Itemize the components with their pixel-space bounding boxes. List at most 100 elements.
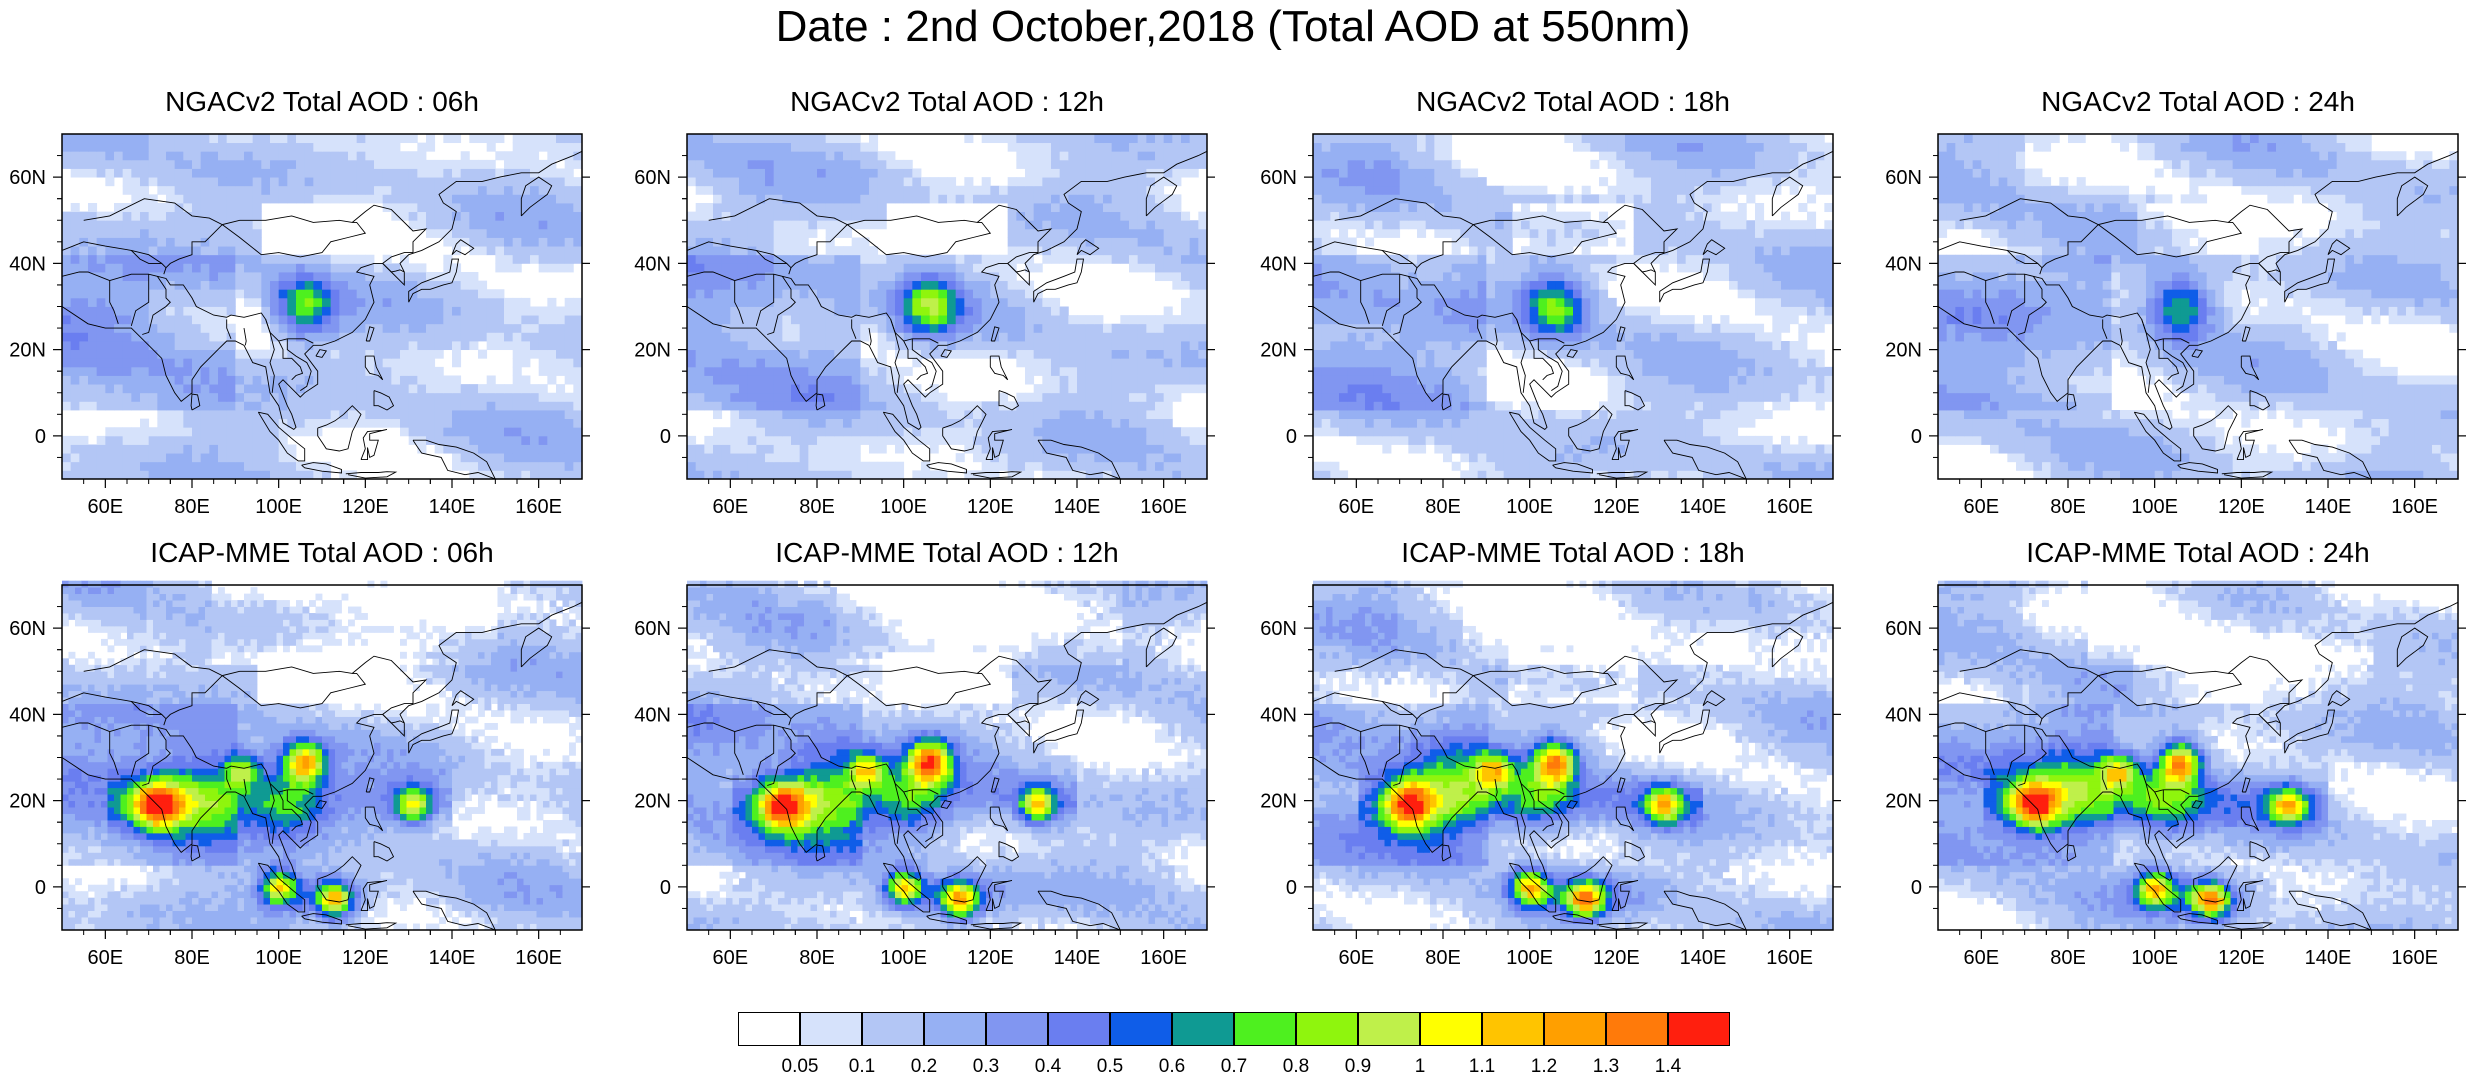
y-tick-label: 0 <box>1911 877 1922 899</box>
y-tick-label: 0 <box>1286 877 1297 899</box>
x-tick-label: 60E <box>1339 496 1375 518</box>
y-tick-label: 60N <box>9 618 46 640</box>
x-tick-label: 160E <box>2391 496 2438 518</box>
colorbar-label: 1.3 <box>1576 1056 1636 1078</box>
x-tick-label: 160E <box>1766 496 1813 518</box>
colorbar-label: 0.3 <box>956 1056 1016 1078</box>
y-tick-label: 20N <box>634 340 671 362</box>
y-tick-label: 0 <box>35 426 46 448</box>
y-tick-label: 60N <box>1885 167 1922 189</box>
x-tick-label: 100E <box>255 947 302 969</box>
aod-field <box>687 134 1207 479</box>
x-tick-label: 100E <box>1506 496 1553 518</box>
panel-title: ICAP-MME Total AOD : 06h <box>62 537 582 569</box>
colorbar-label: 1.2 <box>1514 1056 1574 1078</box>
x-tick-label: 60E <box>1964 947 2000 969</box>
y-tick-label: 40N <box>634 704 671 726</box>
panel-title: NGACv2 Total AOD : 06h <box>62 86 582 118</box>
y-tick-label: 0 <box>35 877 46 899</box>
y-tick-label: 0 <box>660 426 671 448</box>
x-tick-label: 80E <box>799 947 835 969</box>
x-tick-label: 120E <box>342 496 389 518</box>
x-tick-label: 120E <box>342 947 389 969</box>
panel-title: ICAP-MME Total AOD : 12h <box>687 537 1207 569</box>
x-tick-label: 80E <box>174 496 210 518</box>
colorbar-label: 0.4 <box>1018 1056 1078 1078</box>
y-tick-label: 40N <box>1260 253 1297 275</box>
x-tick-label: 140E <box>2305 947 2352 969</box>
x-tick-label: 140E <box>1054 496 1101 518</box>
x-tick-label: 100E <box>880 496 927 518</box>
x-tick-label: 140E <box>1680 496 1727 518</box>
y-tick-label: 60N <box>1260 167 1297 189</box>
y-tick-label: 20N <box>9 340 46 362</box>
colorbar-swatch <box>1048 1012 1110 1046</box>
panel-title: NGACv2 Total AOD : 24h <box>1938 86 2458 118</box>
x-tick-label: 120E <box>2218 496 2265 518</box>
colorbar-swatch <box>1544 1012 1606 1046</box>
y-tick-label: 60N <box>634 618 671 640</box>
x-tick-label: 120E <box>1593 496 1640 518</box>
x-tick-label: 60E <box>88 947 124 969</box>
x-tick-label: 160E <box>515 496 562 518</box>
x-tick-label: 100E <box>1506 947 1553 969</box>
y-tick-label: 40N <box>9 704 46 726</box>
y-tick-label: 60N <box>9 167 46 189</box>
colorbar-label: 0.6 <box>1142 1056 1202 1078</box>
x-tick-label: 60E <box>1964 496 2000 518</box>
panel-title: NGACv2 Total AOD : 18h <box>1313 86 1833 118</box>
colorbar-swatch <box>800 1012 862 1046</box>
y-tick-label: 20N <box>1885 791 1922 813</box>
colorbar-label: 1.1 <box>1452 1056 1512 1078</box>
colorbar-swatch <box>1296 1012 1358 1046</box>
colorbar-swatch <box>986 1012 1048 1046</box>
y-tick-label: 40N <box>1260 704 1297 726</box>
colorbar-label: 0.5 <box>1080 1056 1140 1078</box>
y-tick-label: 40N <box>634 253 671 275</box>
colorbar-swatch <box>1110 1012 1172 1046</box>
aod-field <box>62 134 582 479</box>
x-tick-label: 60E <box>713 496 749 518</box>
y-tick-label: 60N <box>1260 618 1297 640</box>
colorbar-label: 0.05 <box>770 1056 830 1078</box>
x-tick-label: 80E <box>174 947 210 969</box>
x-tick-label: 120E <box>1593 947 1640 969</box>
x-tick-label: 60E <box>1339 947 1375 969</box>
aod-field <box>1313 134 1833 479</box>
x-tick-label: 120E <box>967 947 1014 969</box>
colorbar-swatch <box>1234 1012 1296 1046</box>
x-tick-label: 80E <box>1425 496 1461 518</box>
x-tick-label: 140E <box>1680 947 1727 969</box>
colorbar-swatch <box>862 1012 924 1046</box>
colorbar-label: 0.9 <box>1328 1056 1388 1078</box>
x-tick-label: 160E <box>1140 496 1187 518</box>
colorbar-label: 0.7 <box>1204 1056 1264 1078</box>
x-tick-label: 100E <box>2131 496 2178 518</box>
y-tick-label: 20N <box>1260 340 1297 362</box>
colorbar-swatch <box>1482 1012 1544 1046</box>
figure-title: Date : 2nd October,2018 (Total AOD at 55… <box>0 2 2466 52</box>
colorbar-label: 1.4 <box>1638 1056 1698 1078</box>
colorbar-swatch <box>1172 1012 1234 1046</box>
x-tick-label: 80E <box>1425 947 1461 969</box>
x-tick-label: 140E <box>429 496 476 518</box>
x-tick-label: 100E <box>2131 947 2178 969</box>
colorbar-label: 1 <box>1390 1056 1450 1078</box>
colorbar-swatch <box>1358 1012 1420 1046</box>
x-tick-label: 160E <box>1140 947 1187 969</box>
aod-field <box>1938 134 2458 479</box>
panel-title: ICAP-MME Total AOD : 18h <box>1313 537 1833 569</box>
x-tick-label: 100E <box>255 496 302 518</box>
x-tick-label: 80E <box>2050 947 2086 969</box>
colorbar-swatch <box>1668 1012 1730 1046</box>
